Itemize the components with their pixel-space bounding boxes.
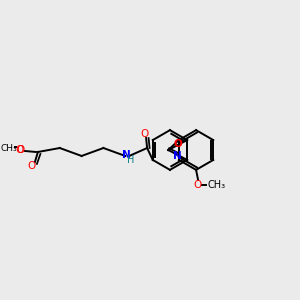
Text: O: O bbox=[16, 145, 24, 155]
Text: N: N bbox=[173, 152, 182, 161]
Text: O: O bbox=[193, 180, 201, 190]
Text: CH₃: CH₃ bbox=[1, 143, 17, 152]
Text: CH₃: CH₃ bbox=[208, 180, 226, 190]
Text: O: O bbox=[140, 129, 148, 139]
Text: O: O bbox=[28, 161, 36, 171]
Text: O: O bbox=[15, 145, 23, 155]
Text: N: N bbox=[122, 150, 130, 160]
Text: H: H bbox=[127, 155, 134, 165]
Text: O: O bbox=[173, 139, 182, 148]
